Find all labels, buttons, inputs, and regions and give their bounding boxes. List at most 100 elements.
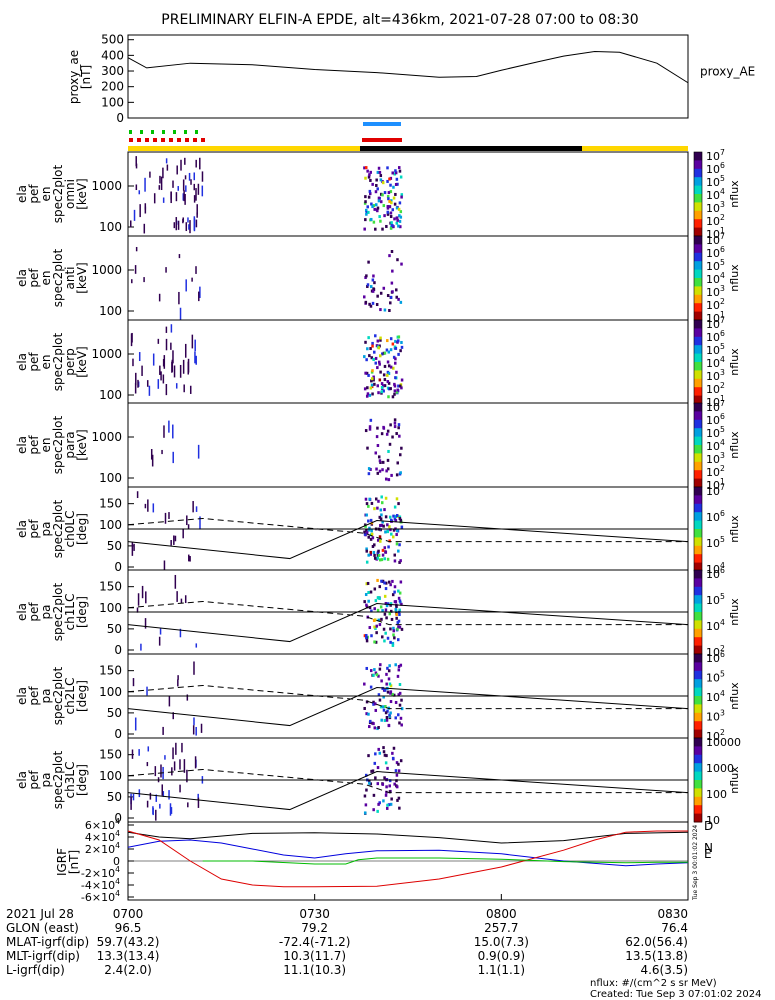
spectrogram-pixel	[183, 384, 185, 393]
spectrogram-pixel	[383, 308, 387, 312]
colorbar-segment	[694, 675, 702, 678]
colorbar-segment	[694, 556, 702, 559]
spectrogram-pixel	[395, 605, 398, 609]
spectrogram-pixel	[376, 339, 380, 343]
spectrogram-pixel	[400, 340, 403, 344]
spectrogram-ylabel: [keV]	[75, 346, 89, 377]
colorbar-segment	[694, 721, 702, 724]
spectrogram-pixel	[377, 553, 381, 557]
colorbar-segment	[694, 614, 702, 617]
spectrogram-pixel	[138, 749, 140, 756]
colorbar-segment	[694, 154, 702, 157]
spectrogram-pixel	[379, 705, 383, 709]
spectrogram-pixel	[389, 190, 393, 194]
spectrogram-pixel	[179, 759, 181, 770]
colorbar-segment	[694, 591, 702, 594]
spectrogram-pixel	[365, 529, 368, 533]
colorbar-segment	[694, 341, 702, 344]
science-zone-mark	[195, 130, 198, 134]
colorbar-segment	[694, 296, 702, 300]
colorbar-label: nflux	[728, 264, 741, 292]
proxy-ae-ytick-label: 400	[101, 48, 124, 62]
spectrogram-pixel	[197, 444, 200, 459]
colorbar-tick-label: 106	[706, 566, 725, 581]
colorbar-segment	[694, 434, 702, 438]
igrf-legend-label: N	[704, 841, 713, 855]
colorbar-segment	[694, 252, 702, 256]
spectrogram-pixel	[390, 199, 393, 203]
colorbar-segment	[694, 717, 702, 720]
colorbar-segment	[694, 380, 702, 384]
spectrogram-pixel	[196, 212, 198, 218]
spectrogram-pixel	[393, 418, 397, 422]
spectrogram-ylabel: spec2plot	[51, 248, 65, 307]
spectrogram-pixel	[173, 535, 175, 545]
colorbar-segment	[694, 637, 702, 640]
spectrogram-pixel	[389, 301, 392, 305]
colorbar-segment	[694, 202, 702, 205]
colorbar-segment	[694, 430, 702, 433]
colorbar-segment	[694, 320, 702, 323]
spectrogram-pixel	[377, 618, 381, 622]
spectrogram-pixel	[378, 515, 382, 519]
colorbar-segment	[694, 687, 702, 691]
colorbar-segment	[694, 554, 702, 557]
spectrogram-pixel	[131, 279, 133, 284]
spectrogram-pixel	[195, 643, 198, 648]
spectrogram-pixel	[374, 227, 377, 231]
xaxis-row-value: 257.7	[484, 921, 518, 935]
spectrogram-pixel	[375, 435, 379, 439]
spectrogram-pixel	[383, 378, 387, 382]
spectrogram-pixel	[376, 809, 379, 813]
spectrogram-pixel	[199, 516, 201, 530]
spectrogram-pixel	[367, 535, 370, 539]
spectrogram-pixel	[381, 705, 385, 709]
spectrogram-pixel	[370, 356, 374, 360]
spectrogram-pixel	[392, 514, 395, 518]
proxy-ae-ylabel: proxy_ae	[67, 50, 81, 104]
colorbar-label: nflux	[728, 431, 741, 459]
spectrogram-pixel	[375, 183, 378, 187]
spectrogram-pixel	[388, 387, 391, 391]
spectrogram-pixel	[395, 295, 398, 299]
colorbar-segment	[694, 639, 702, 642]
spectrogram-pixel	[384, 608, 388, 612]
spectrogram-pixel	[381, 609, 384, 613]
colorbar-segment	[694, 345, 702, 348]
colorbar-segment	[694, 761, 702, 764]
colorbar-segment	[694, 752, 702, 756]
spectrogram-pixel	[371, 544, 375, 548]
spectrogram-pixel	[136, 491, 139, 499]
colorbar-segment	[694, 409, 702, 412]
spectrogram-pixel	[150, 449, 153, 460]
colorbar-segment	[694, 330, 702, 334]
xaxis-row-value: 59.7(43.2)	[97, 935, 160, 949]
spectrogram-pixel	[398, 384, 402, 388]
spectrogram-pixel	[383, 719, 387, 723]
spectrogram-pixel	[379, 508, 383, 512]
colorbar-segment	[694, 250, 702, 254]
colorbar-segment	[694, 586, 702, 590]
spectrogram-pixel	[179, 364, 182, 378]
spectrogram-pixel	[386, 709, 389, 713]
colorbar-segment	[694, 210, 702, 214]
colorbar-segment	[694, 526, 702, 530]
colorbar-segment	[694, 729, 702, 733]
spectrogram-pixel	[385, 348, 389, 352]
spectrogram-pixel	[388, 664, 391, 668]
spectrogram-pixel	[390, 518, 393, 522]
spectrogram-pixel	[378, 459, 382, 463]
colorbar-segment	[694, 160, 702, 163]
spectrogram-pixel	[395, 370, 398, 374]
colorbar-segment	[694, 198, 702, 201]
spectrogram-pixel	[393, 382, 396, 386]
status-bars	[128, 122, 688, 151]
colorbar-segment	[694, 257, 702, 260]
colorbar-segment	[694, 685, 702, 689]
spectrogram-ylabel: ela	[15, 185, 29, 203]
spectrogram-pixel	[394, 700, 398, 704]
spectrogram-pixel	[397, 426, 400, 430]
colorbar-segment	[694, 393, 702, 397]
colorbar-segment	[694, 754, 702, 758]
